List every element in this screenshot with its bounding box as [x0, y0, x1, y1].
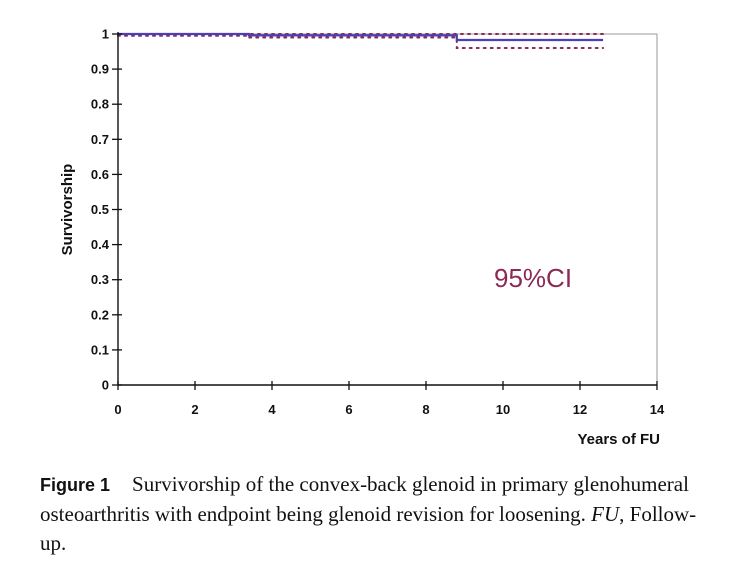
survival-step-line: [118, 32, 604, 42]
x-axis-title: Years of FU: [577, 431, 660, 448]
x-tick-label: 10: [496, 402, 510, 417]
caption-text: Survivorship of the convex-back glenoid …: [40, 472, 689, 526]
y-tick-label: 0.6: [91, 167, 109, 182]
x-tick-label: 0: [114, 402, 121, 417]
y-tick-label: 0: [102, 378, 109, 393]
y-tick-label: 0.1: [91, 342, 109, 357]
figure-label: Figure 1: [40, 475, 111, 495]
plot-area: [117, 33, 658, 386]
survivorship-chart: 00.10.20.30.40.50.60.70.80.910 2 4 6 8 10 12 14…: [59, 27, 665, 449]
y-tick-label: 0.2: [91, 307, 109, 322]
x-tick-label: 12: [573, 402, 587, 417]
y-tick-label: 0.8: [91, 97, 109, 112]
caption-text-end: , Follow-up.: [40, 502, 697, 555]
y-tick-label: 0.9: [91, 62, 109, 77]
x-tick-label: 6: [345, 402, 352, 417]
ci-annotation: 95%CI: [494, 263, 572, 293]
y-tick-label: 0.7: [91, 132, 109, 147]
caption-abbreviation: FU: [591, 502, 620, 526]
y-tick-label: 0.4: [91, 237, 110, 252]
y-tick-label: 1: [102, 27, 109, 42]
axes: 00.10.20.30.40.50.60.70.80.910 2 4 6 8 10 12 14: [91, 27, 665, 418]
y-tick-label: 0.3: [91, 272, 109, 287]
plot-frame: [117, 33, 658, 386]
figure-caption: Figure 1 Survivorship of the convex-back …: [40, 470, 700, 558]
x-tick-label: 8: [422, 402, 429, 417]
y-tick-label: 0.5: [91, 202, 109, 217]
y-axis-title: Survivorship: [59, 164, 76, 256]
x-tick-label: 2: [191, 402, 198, 417]
survival-curve: [118, 32, 604, 42]
x-tick-label: 4: [268, 402, 276, 417]
x-tick-label: 14: [650, 402, 665, 417]
